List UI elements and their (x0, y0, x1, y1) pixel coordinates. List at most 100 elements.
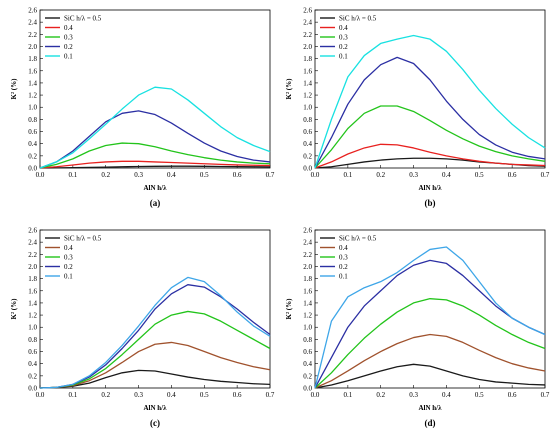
y-tick-label: 0.0 (28, 165, 37, 173)
y-axis-label: K² (%) (10, 298, 18, 320)
series-line (39, 160, 271, 169)
y-tick-label: 1.8 (303, 275, 312, 283)
series-line (39, 284, 271, 389)
y-tick-label: 0.4 (303, 360, 312, 368)
legend-label: 0.1 (339, 273, 348, 281)
x-tick-label: 0.3 (409, 391, 418, 399)
y-tick-label: 0.0 (28, 385, 37, 393)
x-tick-label: 0.6 (233, 391, 242, 399)
y-tick-label: 1.6 (303, 287, 312, 295)
x-tick-label: 0.6 (508, 171, 517, 179)
legend-label: 0.4 (339, 244, 348, 252)
legend-label: 0.2 (339, 43, 348, 51)
x-axis-label: AlN h/λ (143, 404, 167, 412)
x-axis-label: AlN h/λ (418, 184, 442, 192)
legend-label: 0.2 (339, 263, 348, 271)
y-tick-label: 2.4 (28, 19, 37, 27)
y-tick-label: 2.0 (303, 263, 312, 271)
x-tick-label: 0.5 (475, 391, 484, 399)
y-tick-label: 1.8 (28, 55, 37, 63)
y-tick-label: 1.4 (303, 79, 312, 87)
x-tick-label: 0.0 (36, 171, 45, 179)
y-tick-label: 0.0 (303, 385, 312, 393)
x-tick-label: 0.7 (541, 171, 550, 179)
panel-caption: (a) (150, 198, 161, 208)
y-tick-label: 1.8 (303, 55, 312, 63)
y-tick-label: 1.2 (28, 92, 37, 100)
y-tick-label: 2.4 (303, 239, 312, 247)
y-tick-label: 0.8 (28, 336, 37, 344)
x-tick-label: 0.1 (68, 171, 77, 179)
series-line (39, 86, 271, 169)
y-tick-label: 2.2 (303, 251, 312, 259)
panel-d: 0.0 0.1 0.2 0.3 0.4 0.5 0.6 0.70.00.20.40.60.81… (285, 227, 550, 429)
y-tick-label: 2.0 (28, 263, 37, 271)
y-tick-label: 0.0 (303, 165, 312, 173)
series-line (314, 246, 546, 389)
y-tick-label: 0.8 (28, 116, 37, 124)
y-tick-label: 0.2 (28, 152, 37, 160)
y-tick-label: 1.4 (303, 299, 312, 307)
legend-label: 0.4 (64, 244, 73, 252)
plot-frame (39, 229, 271, 389)
y-tick-label: 2.4 (28, 239, 37, 247)
x-tick-label: 0.5 (200, 391, 209, 399)
x-tick-label: 0.4 (442, 171, 451, 179)
legend-label: 0.3 (64, 254, 73, 262)
series-line (39, 341, 271, 389)
series-line (314, 105, 546, 169)
plot-frame (39, 9, 271, 169)
y-tick-label: 0.4 (303, 140, 312, 148)
series-line (39, 142, 271, 169)
series-line (314, 298, 546, 389)
y-tick-label: 0.2 (28, 372, 37, 380)
legend-label: SiC h/λ = 0.5 (64, 235, 102, 243)
x-tick-label: 0.5 (200, 171, 209, 179)
y-tick-label: 0.6 (303, 128, 312, 136)
legend-label: 0.3 (339, 254, 348, 262)
x-tick-label: 0.3 (134, 391, 143, 399)
y-tick-label: 1.6 (303, 67, 312, 75)
panel-b: 0.0 0.1 0.2 0.3 0.4 0.5 0.6 0.70.00.20.40.60.81… (285, 7, 550, 209)
y-tick-label: 1.2 (303, 92, 312, 100)
panel-caption: (c) (150, 418, 160, 428)
series-line (39, 310, 271, 389)
x-axis-label: AlN h/λ (143, 184, 167, 192)
y-tick-label: 2.6 (28, 227, 37, 235)
y-tick-label: 0.2 (303, 372, 312, 380)
x-tick-label: 0.7 (266, 171, 275, 179)
x-tick-label: 0.0 (311, 391, 320, 399)
x-tick-label: 0.3 (134, 171, 143, 179)
y-axis-label: K² (%) (285, 298, 293, 320)
y-tick-label: 2.0 (28, 43, 37, 51)
x-tick-label: 0.1 (343, 391, 352, 399)
x-tick-label: 0.2 (101, 391, 110, 399)
y-tick-label: 2.6 (303, 7, 312, 15)
legend-label: 0.2 (64, 43, 73, 51)
x-tick-label: 0.7 (541, 391, 550, 399)
y-tick-label: 2.0 (303, 43, 312, 51)
y-tick-label: 1.8 (28, 275, 37, 283)
legend-label: 0.1 (64, 53, 73, 61)
y-tick-label: 1.4 (28, 79, 37, 87)
legend-label: 0.2 (64, 263, 73, 271)
legend-label: SiC h/λ = 0.5 (64, 15, 102, 23)
y-tick-label: 1.6 (28, 287, 37, 295)
y-tick-label: 0.6 (28, 348, 37, 356)
y-tick-label: 1.0 (303, 104, 312, 112)
series-line (39, 369, 271, 389)
y-tick-label: 2.2 (28, 31, 37, 39)
plot-frame (314, 9, 546, 169)
y-tick-label: 0.6 (303, 348, 312, 356)
y-tick-label: 1.0 (28, 324, 37, 332)
y-tick-label: 1.0 (28, 104, 37, 112)
x-tick-label: 0.7 (266, 391, 275, 399)
x-tick-label: 0.4 (442, 391, 451, 399)
panel-caption: (b) (425, 198, 436, 208)
panel-a: 0.0 0.1 0.2 0.3 0.4 0.5 0.6 0.70.00.20.40.60.81… (10, 7, 275, 209)
x-tick-label: 0.0 (311, 171, 320, 179)
y-axis-label: K² (%) (285, 78, 293, 100)
x-tick-label: 0.6 (508, 391, 517, 399)
series-line (314, 259, 546, 389)
